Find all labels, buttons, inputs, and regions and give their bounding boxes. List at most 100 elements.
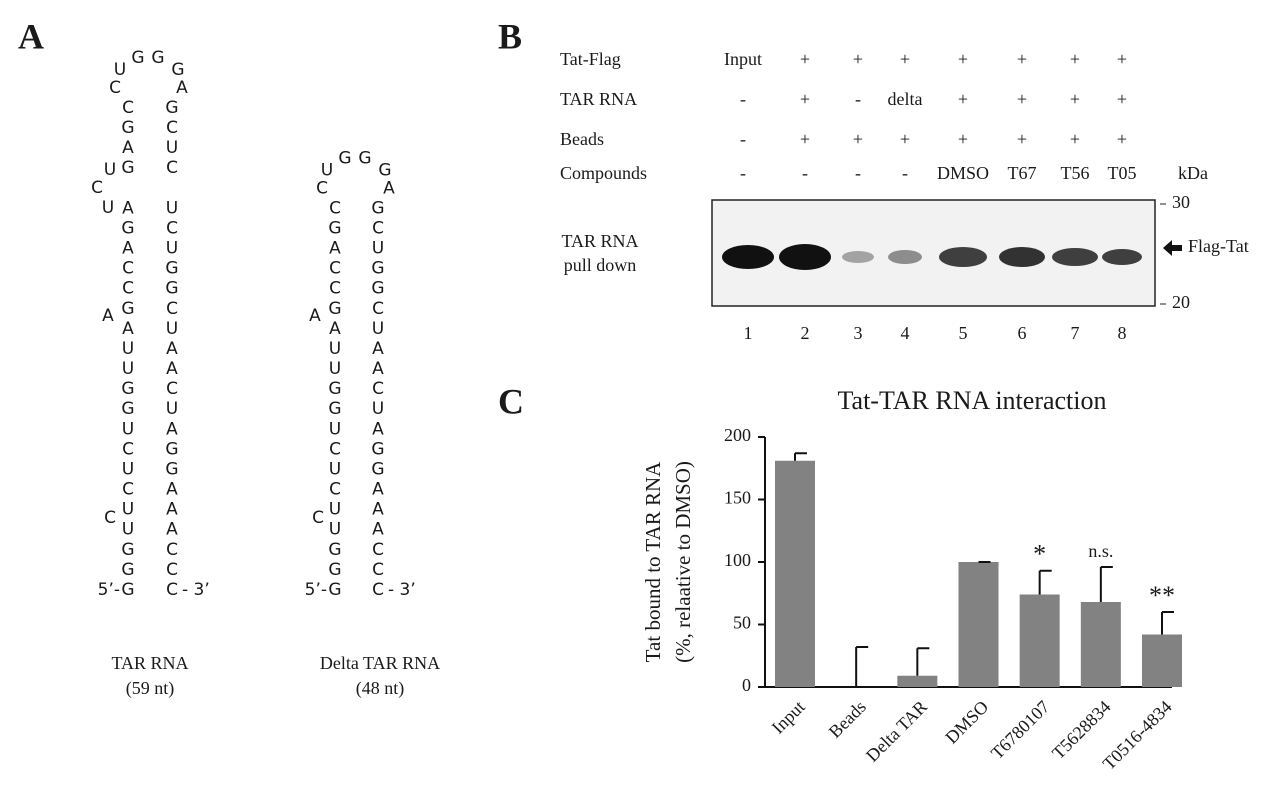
bar [1142,634,1182,687]
marker-label: 30 [1172,192,1190,212]
structure-length: (59 nt) [126,678,175,699]
band [779,244,831,270]
nucleotide: G [371,459,384,479]
lane-number: 6 [1018,323,1027,343]
nucleotide: A [372,339,384,359]
cell: + [800,49,810,69]
x-tick-label: T6780107 [987,697,1053,763]
nucleotide: G [371,259,384,279]
nucleotide: U [321,160,333,180]
x-tick-label: DMSO [941,697,992,748]
cell: DMSO [937,163,989,183]
nucleotide: C [122,98,134,118]
nucleotide: G [165,439,178,459]
cell: - [802,163,808,183]
nucleotide: C [329,439,341,459]
cell: T56 [1061,163,1090,183]
bar [958,562,999,687]
nucleotide: A [372,480,384,500]
nucleotide: U [372,399,384,419]
nucleotide: G [378,160,391,180]
structure-name: Delta TAR RNA [320,653,440,673]
nucleotide: U [372,319,384,339]
cell: + [958,129,968,149]
nucleotide: A [383,178,395,198]
cell: T67 [1008,163,1037,183]
cell: + [1017,89,1027,109]
cell: + [1070,49,1080,69]
unit-label: kDa [1178,163,1208,183]
nucleotide: G [131,48,144,68]
y-tick-label: 150 [724,488,751,508]
nucleotide: C [329,198,341,218]
nucleotide: G [121,580,134,600]
band-label: Flag-Tat [1188,236,1249,256]
nucleotide: C [109,78,121,98]
cell: + [800,89,810,109]
lane-number: 4 [901,323,910,343]
band [888,250,922,264]
nucleotide: G [121,540,134,560]
nucleotide: G [328,218,341,238]
significance: n.s. [1088,541,1113,561]
nucleotide: A [122,198,134,218]
nucleotide: C [166,379,178,399]
band [842,251,874,263]
cell: - [740,129,746,149]
nucleotide: C [372,560,384,580]
chart-title: Tat-TAR RNA interaction [837,386,1106,415]
nucleotide: C [329,259,341,279]
nucleotide: A [166,480,178,500]
row-label: Compounds [560,163,647,183]
cell: - [855,89,861,109]
bulge-nucleotide: A [102,306,114,326]
cell: + [1117,49,1127,69]
three-prime: - 3’ [182,580,210,600]
nucleotide: A [372,500,384,520]
nucleotide: A [122,138,134,158]
cell: + [853,49,863,69]
nucleotide: A [122,319,134,339]
cell: - [855,163,861,183]
cell: - [902,163,908,183]
bulge-nucleotide: C [104,508,116,528]
y-tick-label: 50 [733,613,751,633]
nucleotide: U [122,459,134,479]
cell: + [800,129,810,149]
band [722,245,774,269]
x-tick-label: Delta TAR [862,697,931,766]
nucleotide: A [329,239,341,259]
nucleotide: G [371,279,384,299]
cell: Input [724,49,762,69]
cell: + [1117,129,1127,149]
x-tick-label: Beads [825,697,870,742]
panel-label: A [18,16,44,56]
nucleotide: C [372,379,384,399]
nucleotide: G [358,148,371,168]
five-prime: 5’- [305,580,327,600]
three-prime: - 3’ [388,580,416,600]
cell: + [958,49,968,69]
cell: + [900,129,910,149]
y-tick-label: 100 [724,550,751,570]
nucleotide: C [122,259,134,279]
cell: + [1117,89,1127,109]
nucleotide: G [121,560,134,580]
nucleotide: C [166,118,178,138]
nucleotide: C [372,299,384,319]
y-axis-label: (%, relaative to DMSO) [671,461,695,663]
nucleotide: A [166,339,178,359]
panel-label: B [498,16,522,56]
significance: ** [1149,581,1175,610]
nucleotide: U [122,520,134,540]
nucleotide: G [328,379,341,399]
bar [775,460,815,687]
row-label: TAR RNA [560,89,637,109]
nucleotide: G [151,48,164,68]
nucleotide: U [329,419,341,439]
nucleotide: G [121,118,134,138]
nucleotide: G [165,259,178,279]
cell: + [900,49,910,69]
